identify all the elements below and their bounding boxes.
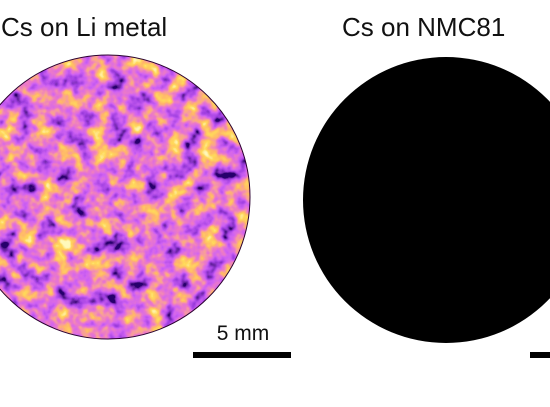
cs-map-li-metal	[0, 55, 250, 339]
scale-bar-label: 5 mm	[217, 322, 270, 345]
cs-map-nmc	[303, 57, 550, 343]
panel-title: Cs on NMC81	[342, 12, 505, 42]
panel-title: Cs on Li metal	[1, 12, 167, 42]
scale-bar	[530, 352, 550, 358]
scale-bar	[193, 352, 291, 358]
sample-edge	[0, 54, 251, 340]
heatmap	[0, 55, 250, 339]
